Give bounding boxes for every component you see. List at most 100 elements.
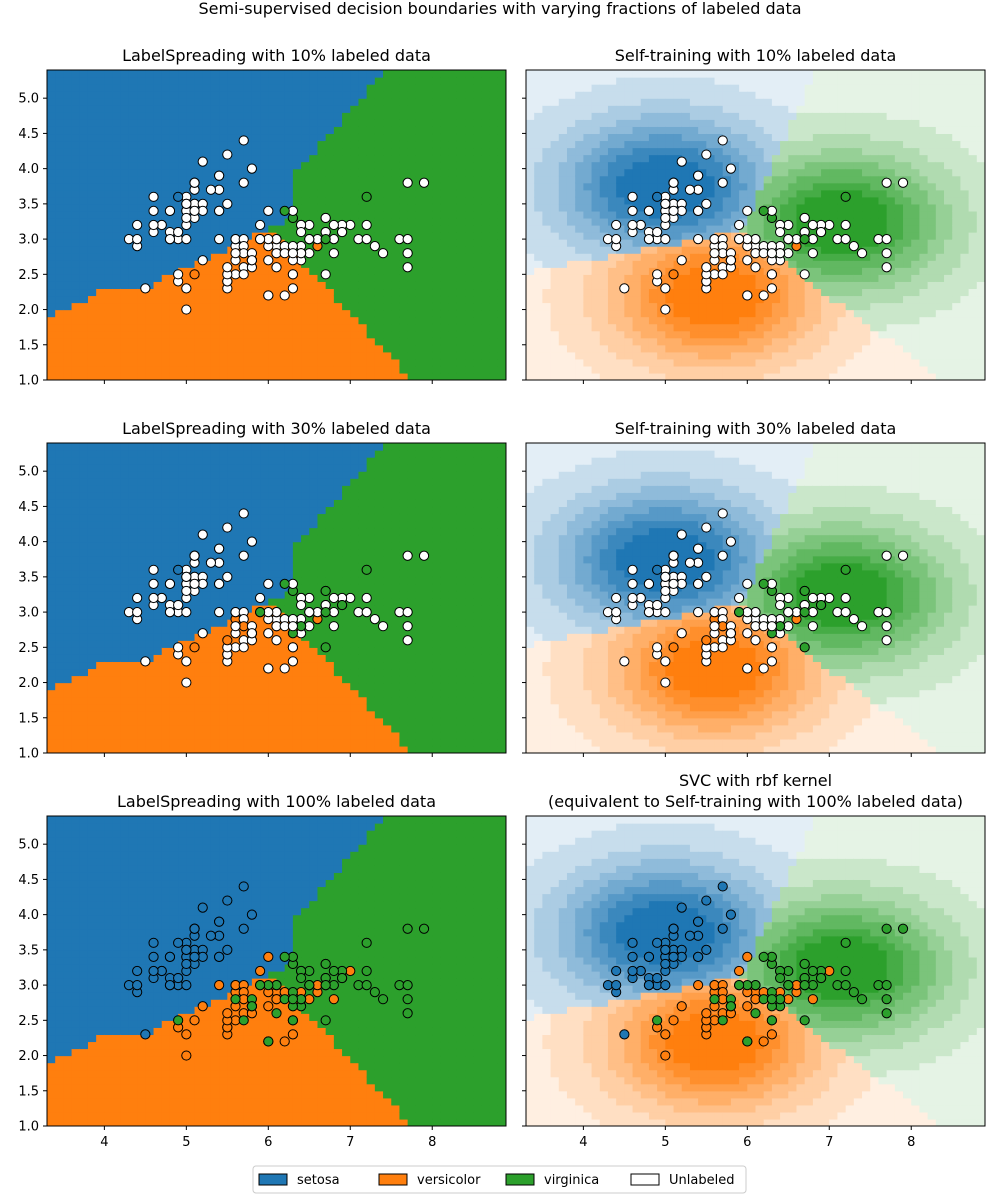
- axes-frame: [46, 442, 507, 754]
- data-point: [173, 599, 184, 611]
- data-point: [766, 621, 777, 632]
- data-point: [189, 205, 200, 217]
- legend-swatch: [258, 1173, 288, 1186]
- data-point: [238, 269, 249, 280]
- data-point: [132, 965, 143, 977]
- subplots-grid: 1.0 1.5 2.0 2.5 3.0 3.5 4.0 4.5 5.0 LabelSpreadin…: [18, 46, 986, 1150]
- x-tick-label: 7: [825, 1135, 833, 1150]
- data-point: [238, 508, 249, 519]
- data-point: [693, 916, 704, 927]
- y-tick-label: 3.0: [18, 979, 39, 994]
- data-point: [881, 994, 892, 1005]
- data-point: [164, 606, 176, 618]
- data-point: [897, 550, 909, 561]
- subplot-title: Self-training with 30% labeled data: [615, 419, 897, 438]
- legend-swatch: [630, 1173, 660, 1186]
- y-tick-label: 3.5: [18, 943, 39, 958]
- data-point: [840, 965, 851, 977]
- axes-frame: [525, 815, 986, 1127]
- data-point: [164, 233, 176, 245]
- data-point: [750, 262, 761, 273]
- data-point: [402, 1008, 413, 1019]
- data-point: [238, 177, 249, 188]
- axes-frame: [46, 815, 507, 1127]
- data-point: [181, 1050, 192, 1061]
- data-point: [214, 205, 225, 217]
- data-point: [807, 219, 818, 231]
- data-point: [271, 262, 282, 273]
- data-point: [611, 965, 622, 977]
- data-point: [238, 642, 249, 653]
- data-point: [320, 212, 331, 224]
- data-point: [643, 233, 655, 245]
- y-tick-label: 5.0: [18, 465, 39, 480]
- data-point: [684, 184, 696, 195]
- data-point: [660, 656, 671, 667]
- data-point: [766, 642, 777, 653]
- data-point: [742, 1001, 753, 1012]
- x-tick-label: 5: [182, 1135, 190, 1150]
- data-point: [652, 191, 663, 202]
- data-point: [238, 881, 249, 892]
- data-point: [783, 979, 794, 991]
- data-point: [148, 191, 159, 202]
- figure-suptitle: Semi-supervised decision boundaries with…: [198, 0, 801, 18]
- legend: setosa versicolor virginica Unlabeled: [252, 1165, 747, 1194]
- data-point: [611, 233, 622, 245]
- data-point: [627, 592, 638, 604]
- data-point: [132, 219, 143, 231]
- data-point: [295, 226, 307, 238]
- data-point: [263, 1001, 274, 1012]
- data-point: [402, 550, 413, 561]
- x-tick-label: 8: [428, 1135, 436, 1150]
- data-point: [287, 656, 298, 667]
- data-point: [742, 255, 753, 266]
- data-point: [369, 987, 380, 998]
- data-point: [246, 1001, 258, 1012]
- data-point: [140, 1029, 151, 1040]
- data-point: [742, 578, 753, 590]
- data-point: [164, 979, 176, 991]
- data-point: [181, 979, 192, 991]
- data-point: [173, 191, 184, 202]
- data-point: [897, 923, 909, 934]
- data-point: [320, 958, 331, 970]
- data-point: [881, 635, 892, 646]
- scatter-points: [602, 508, 909, 688]
- data-point: [263, 255, 274, 266]
- data-point: [742, 290, 753, 301]
- data-point: [652, 642, 663, 653]
- data-point: [336, 599, 348, 611]
- data-point: [189, 269, 200, 280]
- data-point: [255, 979, 266, 991]
- data-point: [279, 1036, 290, 1047]
- data-point: [676, 628, 687, 639]
- data-point: [742, 628, 753, 639]
- data-point: [856, 248, 868, 259]
- data-point: [701, 1008, 712, 1019]
- data-point: [799, 233, 810, 245]
- data-point: [361, 564, 372, 575]
- data-point: [214, 979, 225, 991]
- data-point: [402, 177, 413, 188]
- data-point: [807, 965, 818, 977]
- data-point: [181, 606, 192, 618]
- data-point: [717, 923, 728, 934]
- data-point: [246, 628, 258, 639]
- data-point: [881, 621, 892, 632]
- data-point: [742, 1036, 753, 1047]
- data-point: [164, 205, 176, 217]
- data-point: [328, 219, 339, 231]
- data-point: [758, 205, 769, 217]
- data-point: [807, 592, 818, 604]
- data-point: [717, 269, 728, 280]
- data-point: [652, 564, 663, 575]
- data-point: [402, 262, 413, 273]
- data-point: [660, 979, 671, 991]
- data-point: [840, 606, 851, 618]
- data-point: [840, 191, 851, 202]
- decision-region: [47, 816, 506, 1126]
- data-point: [173, 972, 184, 984]
- subplot-title: LabelSpreading with 30% labeled data: [122, 419, 431, 438]
